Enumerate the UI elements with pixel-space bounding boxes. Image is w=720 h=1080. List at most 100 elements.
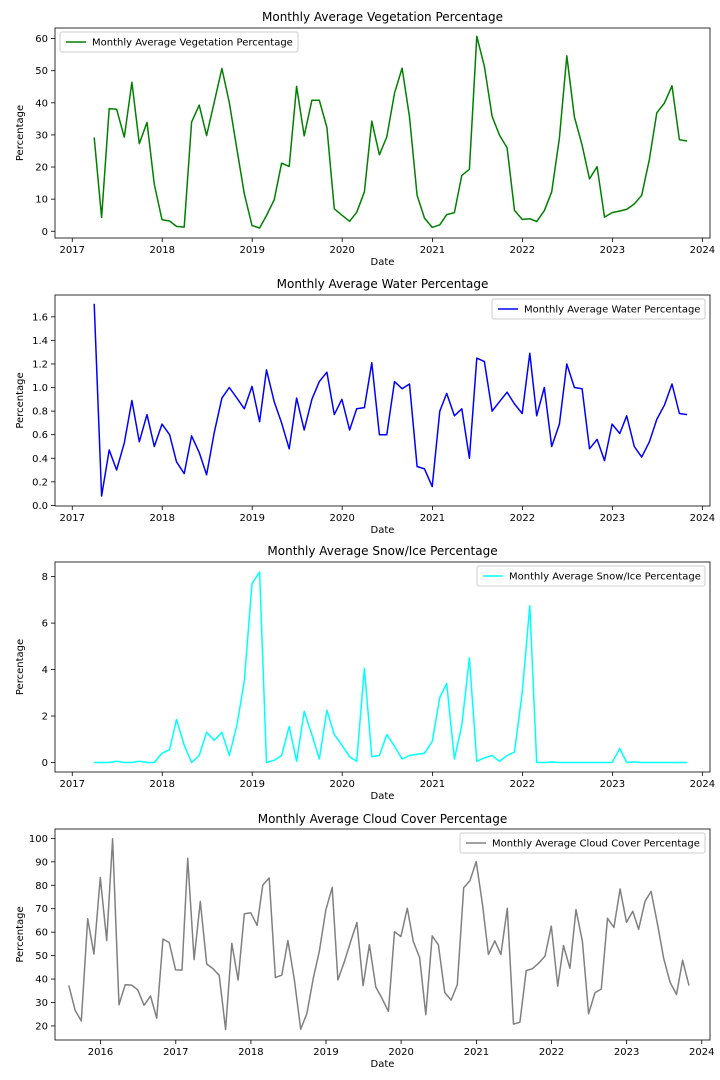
x-axis-label: Date bbox=[371, 525, 395, 536]
y-tick-label: 1.6 bbox=[32, 312, 48, 323]
y-axis-label: Percentage bbox=[15, 105, 26, 161]
x-tick-label: 2021 bbox=[420, 245, 445, 256]
legend-label: Monthly Average Vegetation Percentage bbox=[92, 38, 293, 49]
y-tick-label: 50 bbox=[35, 951, 48, 962]
legend-label: Monthly Average Water Percentage bbox=[524, 305, 700, 316]
plot-frame bbox=[54, 561, 711, 773]
legend: Monthly Average Vegetation Percentage bbox=[59, 31, 299, 53]
x-tick-label: 2019 bbox=[313, 1047, 338, 1058]
plot-frame bbox=[54, 294, 711, 507]
x-tick-label: 2017 bbox=[60, 245, 85, 256]
x-tick-label: 2021 bbox=[420, 513, 445, 524]
x-tick-label: 2019 bbox=[239, 513, 264, 524]
chart-panel-1: Monthly Average Vegetation Percentage201… bbox=[15, 10, 715, 268]
legend-box bbox=[59, 31, 299, 53]
series-points bbox=[93, 303, 688, 498]
series-line bbox=[68, 838, 690, 1031]
chart-title: Monthly Average Water Percentage bbox=[277, 277, 489, 291]
legend-label: Monthly Average Snow/Ice Percentage bbox=[509, 572, 701, 583]
y-tick-label: 40 bbox=[35, 98, 48, 109]
x-tick-label: 2017 bbox=[60, 513, 85, 524]
y-axis-label: Percentage bbox=[15, 372, 26, 428]
x-axis-label: Date bbox=[371, 791, 395, 802]
y-tick-label: 20 bbox=[35, 1021, 48, 1032]
y-tick-label: 1.0 bbox=[32, 383, 48, 394]
x-tick-label: 2021 bbox=[420, 779, 445, 790]
x-tick-label: 2019 bbox=[239, 779, 264, 790]
y-tick-label: 0.4 bbox=[32, 454, 48, 465]
y-tick-label: 4 bbox=[42, 665, 48, 676]
x-tick-label: 2023 bbox=[600, 245, 625, 256]
y-tick-label: 50 bbox=[35, 66, 48, 77]
y-tick-label: 0.0 bbox=[32, 501, 48, 512]
chart-title: Monthly Average Snow/Ice Percentage bbox=[267, 544, 497, 558]
x-tick-label: 2022 bbox=[510, 779, 535, 790]
y-tick-label: 1.2 bbox=[32, 359, 48, 370]
series-line bbox=[93, 35, 688, 229]
y-tick-label: 60 bbox=[35, 34, 48, 45]
legend: Monthly Average Water Percentage bbox=[491, 298, 706, 320]
x-tick-label: 2017 bbox=[163, 1047, 188, 1058]
x-tick-label: 2024 bbox=[690, 513, 715, 524]
chart-title: Monthly Average Cloud Cover Percentage bbox=[258, 812, 508, 826]
y-tick-label: 1.4 bbox=[32, 336, 48, 347]
x-tick-label: 2024 bbox=[689, 1047, 714, 1058]
legend: Monthly Average Snow/Ice Percentage bbox=[476, 565, 706, 587]
x-tick-label: 2024 bbox=[690, 779, 715, 790]
x-tick-label: 2020 bbox=[329, 245, 354, 256]
y-tick-label: 0 bbox=[42, 758, 48, 769]
legend-box bbox=[476, 565, 706, 587]
y-tick-label: 0 bbox=[42, 227, 48, 238]
x-tick-label: 2020 bbox=[329, 779, 354, 790]
y-tick-label: 80 bbox=[35, 881, 48, 892]
x-tick-label: 2019 bbox=[239, 245, 264, 256]
x-tick-label: 2022 bbox=[510, 513, 535, 524]
x-axis-label: Date bbox=[371, 1059, 395, 1070]
y-axis-label: Percentage bbox=[15, 906, 26, 962]
legend-label: Monthly Average Cloud Cover Percentage bbox=[492, 839, 700, 850]
x-tick-label: 2017 bbox=[60, 779, 85, 790]
chart-panel-3: Monthly Average Snow/Ice Percentage 2017 2… bbox=[15, 544, 715, 802]
chart-panel-4: Monthly Average Cloud Cover Percentage 20… bbox=[15, 812, 714, 1070]
chart-title: Monthly Average Vegetation Percentage bbox=[262, 10, 503, 24]
y-tick-label: 8 bbox=[42, 572, 48, 583]
y-tick-label: 30 bbox=[35, 130, 48, 141]
x-tick-label: 2023 bbox=[600, 779, 625, 790]
x-tick-label: 2020 bbox=[329, 513, 354, 524]
x-tick-label: 2018 bbox=[150, 245, 175, 256]
y-tick-label: 40 bbox=[35, 975, 48, 986]
y-tick-label: 10 bbox=[35, 195, 48, 206]
x-tick-label: 2018 bbox=[238, 1047, 263, 1058]
y-tick-label: 0.6 bbox=[32, 430, 48, 441]
series-line bbox=[93, 303, 688, 497]
legend-box bbox=[459, 832, 706, 854]
x-tick-label: 2024 bbox=[690, 245, 715, 256]
plot-frame bbox=[54, 828, 711, 1041]
y-tick-label: 100 bbox=[29, 834, 48, 845]
legend-box bbox=[491, 298, 706, 320]
x-tick-label: 2016 bbox=[88, 1047, 113, 1058]
y-tick-label: 70 bbox=[35, 904, 48, 915]
series-points bbox=[93, 35, 688, 229]
y-tick-label: 30 bbox=[35, 998, 48, 1009]
y-tick-label: 60 bbox=[35, 928, 48, 939]
x-tick-label: 2022 bbox=[539, 1047, 564, 1058]
legend: Monthly Average Cloud Cover Percentage bbox=[459, 832, 706, 854]
y-tick-label: 0.2 bbox=[32, 477, 48, 488]
x-tick-label: 2023 bbox=[600, 513, 625, 524]
series-line bbox=[94, 571, 688, 764]
x-tick-label: 2021 bbox=[464, 1047, 489, 1058]
x-tick-label: 2023 bbox=[614, 1047, 639, 1058]
series-points bbox=[93, 571, 688, 764]
series-points bbox=[68, 838, 691, 1031]
y-tick-label: 0.8 bbox=[32, 407, 48, 418]
y-axis-label: Percentage bbox=[15, 639, 26, 695]
x-tick-label: 2018 bbox=[150, 779, 175, 790]
x-axis-label: Date bbox=[371, 257, 395, 268]
y-tick-label: 6 bbox=[42, 619, 48, 630]
y-tick-label: 20 bbox=[35, 163, 48, 174]
y-tick-label: 2 bbox=[42, 712, 48, 723]
plot-frame bbox=[54, 27, 711, 239]
x-tick-label: 2020 bbox=[388, 1047, 413, 1058]
